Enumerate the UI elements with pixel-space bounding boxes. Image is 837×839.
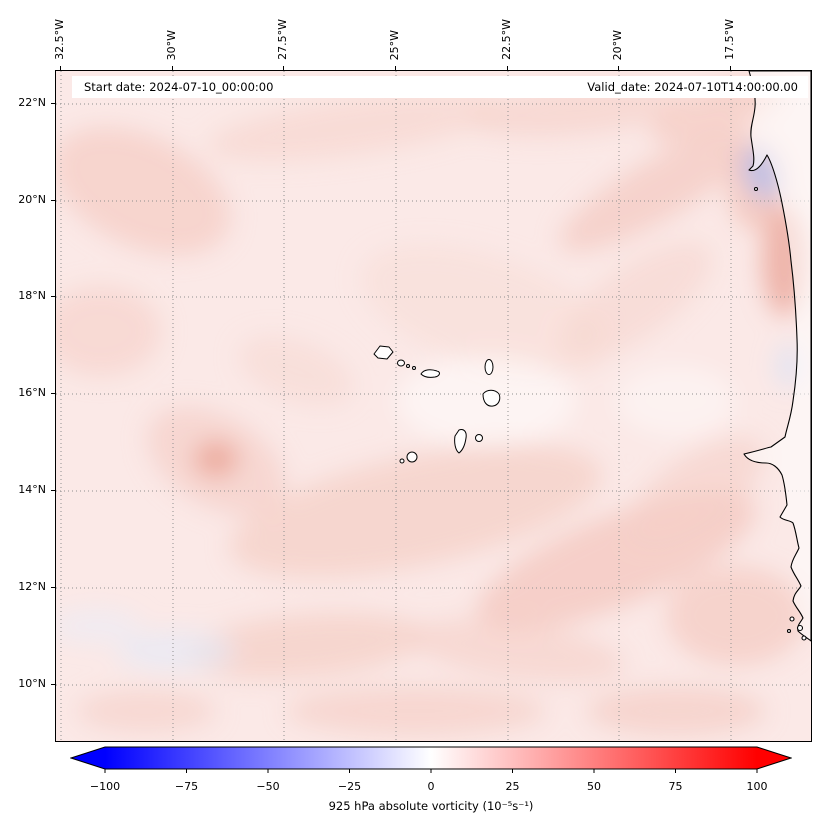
lon-tick-label: 22.5°W <box>500 19 513 60</box>
island-maio <box>475 434 483 442</box>
island-santo-antao <box>373 345 394 360</box>
axis-tick <box>51 393 55 394</box>
lat-tick-label: 14°N <box>18 483 46 496</box>
axis-tick <box>507 66 508 70</box>
island-santa-luzia <box>406 364 410 368</box>
map-canvas <box>56 71 811 741</box>
colorbar-ticks <box>104 769 758 773</box>
lat-tick-label: 20°N <box>18 193 46 206</box>
axis-tick <box>283 66 284 70</box>
lon-tick-label: 32.5°W <box>53 19 66 60</box>
axis-tick <box>51 684 55 685</box>
colorbar-tick-labels: −100 −75 −50 −25 0 25 50 75 100 <box>70 779 792 796</box>
lat-tick-label: 18°N <box>18 289 46 302</box>
island-fogo <box>406 451 418 463</box>
start-date-annotation: Start date: 2024-07-10_00:00:00 <box>84 80 274 94</box>
colorbar-tick-label: 75 <box>668 780 683 793</box>
colorbar-tick-label: −100 <box>89 780 121 793</box>
island-santiago <box>454 429 467 454</box>
lon-tick-label: 27.5°W <box>276 19 289 60</box>
island-brava <box>399 458 405 464</box>
axis-tick <box>395 66 396 70</box>
island-boa-vista <box>482 389 501 407</box>
top-longitude-axis: 32.5°W 30°W 27.5°W 25°W 22.5°W 20°W 17.5… <box>0 0 837 64</box>
axis-tick <box>51 200 55 201</box>
lat-tick-label: 16°N <box>18 386 46 399</box>
axis-tick <box>60 66 61 70</box>
colorbar-tick-label: 100 <box>746 780 768 793</box>
colorbar-tick-label: 0 <box>427 780 435 793</box>
axis-tick <box>618 66 619 70</box>
axis-tick <box>51 296 55 297</box>
annotation-band: Start date: 2024-07-10_00:00:00 Valid_da… <box>72 76 808 98</box>
island-sal <box>484 359 494 375</box>
colorbar-label: 925 hPa absolute vorticity (10⁻⁵s⁻¹) <box>328 799 534 813</box>
left-latitude-axis: 22°N 20°N 18°N 16°N 14°N 12°N 10°N <box>0 0 50 839</box>
lon-tick-label: 20°W <box>611 29 624 60</box>
colorbar-tick-label: 25 <box>505 780 520 793</box>
lat-tick-label: 22°N <box>18 96 46 109</box>
vorticity-field <box>56 77 806 736</box>
axis-tick <box>730 66 731 70</box>
cape-verde-islands <box>373 345 501 464</box>
lon-tick-label: 30°W <box>165 29 178 60</box>
coastal-islets <box>753 186 807 641</box>
colorbar-tick-label: −25 <box>337 780 362 793</box>
colorbar-tick-label: 50 <box>587 780 601 793</box>
colorbar: −100 −75 −50 −25 0 25 50 75 100 925 hPa … <box>69 745 793 813</box>
africa-coastline <box>743 71 811 642</box>
colorbar-tick-label: −75 <box>174 780 199 793</box>
colorbar-tick-label: −50 <box>256 780 280 793</box>
axis-tick <box>51 587 55 588</box>
island-sao-vicente <box>397 359 405 367</box>
lat-tick-label: 12°N <box>18 580 46 593</box>
island-sao-nicolau <box>420 369 440 378</box>
axis-tick <box>51 103 55 104</box>
axis-tick <box>51 490 55 491</box>
colorbar-gradient <box>69 746 793 773</box>
lat-tick-label: 10°N <box>18 677 46 690</box>
lon-tick-label: 17.5°W <box>723 19 736 60</box>
lon-tick-label: 25°W <box>388 29 401 60</box>
valid-date-annotation: Valid_date: 2024-07-10T14:00:00.00 <box>587 80 798 94</box>
axis-tick <box>172 66 173 70</box>
island-branco <box>412 366 416 370</box>
map-plot: Start date: 2024-07-10_00:00:00 Valid_da… <box>55 70 812 742</box>
